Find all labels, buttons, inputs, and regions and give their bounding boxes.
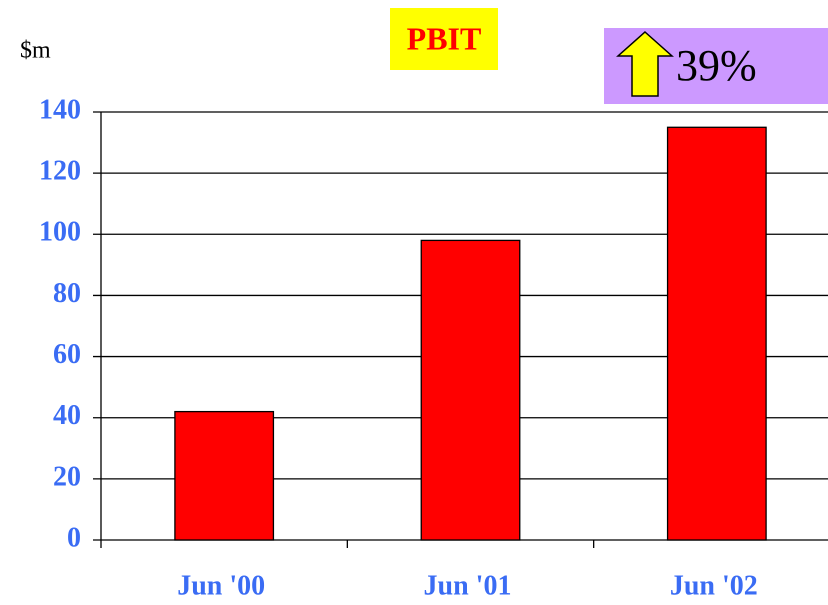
y-tick-label: 100 <box>39 217 81 248</box>
y-tick-label: 60 <box>53 339 81 370</box>
up-arrow <box>616 30 674 97</box>
annotation: 39% <box>676 41 757 90</box>
y-tick-label: 20 <box>53 461 81 492</box>
y-tick-label: 140 <box>39 94 81 125</box>
x-tick-label: Jun '00 <box>177 570 265 601</box>
bar <box>666 126 767 541</box>
y-axis-label: $m <box>20 38 51 64</box>
y-tick-label: 40 <box>53 400 81 431</box>
x-tick-label: Jun '01 <box>424 570 512 601</box>
y-tick-label: 0 <box>67 522 81 553</box>
y-tick-label: 80 <box>53 278 81 309</box>
x-tick-label: Jun '02 <box>670 570 758 601</box>
bar <box>174 410 275 541</box>
title-box <box>390 8 498 70</box>
y-tick-label: 120 <box>39 156 81 187</box>
bar <box>420 239 521 541</box>
chart-title: PBIT <box>407 20 482 56</box>
